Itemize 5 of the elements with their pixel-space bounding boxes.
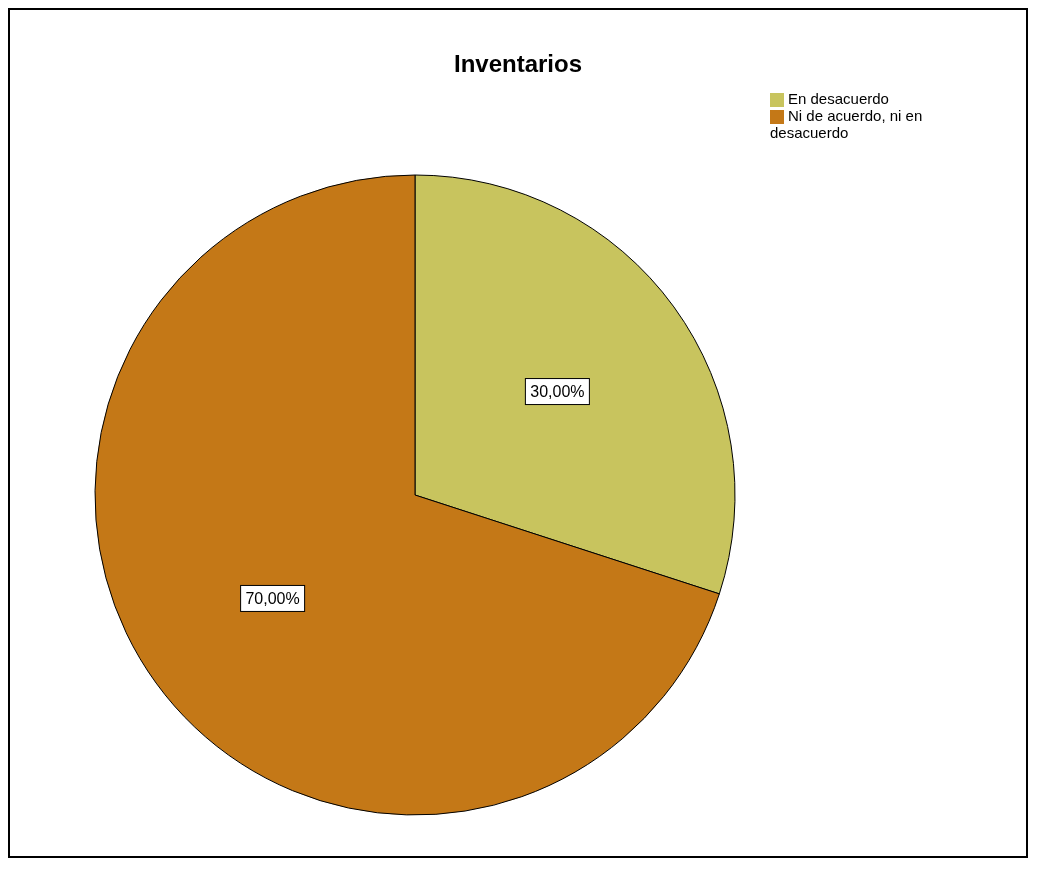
legend-label: Ni de acuerdo, ni en desacuerdo <box>770 107 923 142</box>
data-label: 30,00% <box>530 383 585 401</box>
legend-label: En desacuerdo <box>788 90 889 107</box>
data-label: 70,00% <box>245 589 300 607</box>
chart-title: Inventarios <box>452 49 583 79</box>
